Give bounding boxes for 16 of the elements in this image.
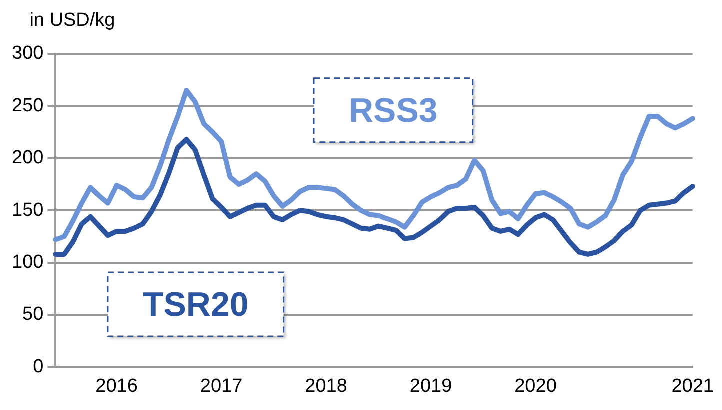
x-tick-label: 2021 xyxy=(672,376,714,397)
series-label: RSS3 xyxy=(348,92,438,130)
y-tick-label: 0 xyxy=(33,356,44,378)
series-label: TSR20 xyxy=(142,286,249,324)
x-tick-label: 2017 xyxy=(200,376,243,397)
x-tick-label: 2020 xyxy=(514,376,557,397)
y-tick-label: 100 xyxy=(12,252,44,274)
x-tick-label: 2019 xyxy=(410,376,452,397)
x-tick-label: 2018 xyxy=(305,376,348,397)
y-axis-title: in USD/kg xyxy=(30,10,116,31)
y-tick-label: 150 xyxy=(12,200,44,221)
y-tick-label: 200 xyxy=(12,148,44,169)
y-tick-label: 250 xyxy=(12,95,44,116)
y-tick-label: 300 xyxy=(12,43,44,64)
y-tick-label: 50 xyxy=(22,304,44,326)
x-tick-label: 2016 xyxy=(96,376,138,397)
